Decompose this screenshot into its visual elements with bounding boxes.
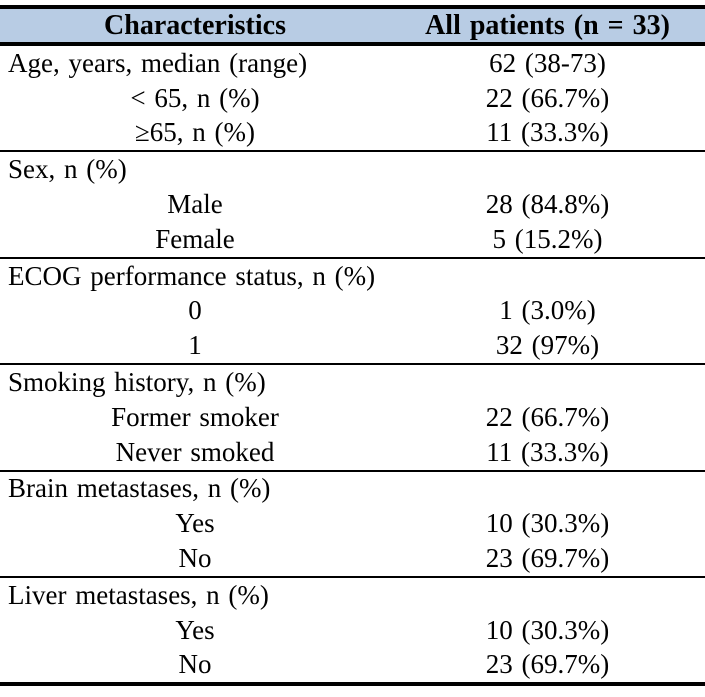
row-label: Never smoked — [115, 436, 275, 467]
row-value: 10 (30.3%) — [485, 508, 610, 539]
row-label: 0 — [188, 295, 202, 326]
header-all-patients: All patients (n = 33) — [425, 9, 670, 41]
table-section: ECOG performance status, n (%) 0 1 (3.0%… — [0, 259, 705, 366]
table-row: Sex, n (%) — [0, 152, 705, 187]
table-row: Age, years, median (range) 62 (38-73) — [0, 46, 705, 81]
row-value: 32 (97%) — [495, 330, 600, 361]
header-characteristics: Characteristics — [104, 9, 286, 41]
table-section: Age, years, median (range) 62 (38-73) < … — [0, 46, 705, 153]
table-row: Female 5 (15.2%) — [0, 222, 705, 257]
row-value: 23 (69.7%) — [485, 649, 610, 680]
row-label: Brain metastases, n (%) — [8, 473, 271, 504]
table-row: 1 32 (97%) — [0, 328, 705, 363]
table-row: Liver metastases, n (%) — [0, 578, 705, 613]
row-label: Yes — [175, 508, 215, 539]
table-row: Smoking history, n (%) — [0, 365, 705, 400]
table-section: Liver metastases, n (%) Yes 10 (30.3%) N… — [0, 578, 705, 687]
row-value: 1 (3.0%) — [499, 295, 596, 326]
table-row: ECOG performance status, n (%) — [0, 259, 705, 294]
row-label: < 65, n (%) — [130, 82, 260, 113]
row-label: No — [178, 649, 212, 680]
row-value: 28 (84.8%) — [485, 189, 610, 220]
table-row: Yes 10 (30.3%) — [0, 506, 705, 541]
row-label: No — [178, 543, 212, 574]
row-value: 10 (30.3%) — [485, 614, 610, 645]
table-row: No 23 (69.7%) — [0, 648, 705, 683]
row-label: ≥65, n (%) — [134, 117, 256, 148]
row-value: 23 (69.7%) — [485, 543, 610, 574]
table-section: Brain metastases, n (%) Yes 10 (30.3%) N… — [0, 472, 705, 578]
table-body: Age, years, median (range) 62 (38-73) < … — [0, 46, 705, 687]
table-row: 0 1 (3.0%) — [0, 294, 705, 329]
table-row: Never smoked 11 (33.3%) — [0, 435, 705, 470]
row-label: Smoking history, n (%) — [8, 367, 266, 398]
table-header-row: Characteristics All patients (n = 33) — [0, 5, 705, 46]
row-value: 11 (33.3%) — [486, 436, 609, 467]
table-row: Former smoker 22 (66.7%) — [0, 400, 705, 435]
table-section: Smoking history, n (%) Former smoker 22 … — [0, 365, 705, 472]
table-row: No 23 (69.7%) — [0, 541, 705, 576]
table-row: Brain metastases, n (%) — [0, 472, 705, 507]
row-value: 11 (33.3%) — [486, 117, 609, 148]
row-label: Liver metastases, n (%) — [8, 579, 269, 610]
patient-characteristics-table: Characteristics All patients (n = 33) Ag… — [0, 5, 705, 687]
row-label: Yes — [175, 614, 215, 645]
table-row: < 65, n (%) 22 (66.7%) — [0, 81, 705, 116]
table-row: Male 28 (84.8%) — [0, 187, 705, 222]
table-row: ≥65, n (%) 11 (33.3%) — [0, 116, 705, 151]
row-value: 62 (38-73) — [489, 47, 606, 78]
table-row: Yes 10 (30.3%) — [0, 613, 705, 648]
row-value: 22 (66.7%) — [485, 401, 610, 432]
table-section: Sex, n (%) Male 28 (84.8%) Female 5 (15.… — [0, 152, 705, 259]
row-label: Former smoker — [111, 401, 279, 432]
row-label: Age, years, median (range) — [8, 47, 308, 78]
row-value: 22 (66.7%) — [485, 82, 610, 113]
row-value: 5 (15.2%) — [492, 223, 603, 254]
row-label: Male — [167, 189, 223, 220]
row-label: Female — [155, 223, 235, 254]
row-label: Sex, n (%) — [8, 154, 127, 185]
row-label: ECOG performance status, n (%) — [8, 260, 376, 291]
row-label: 1 — [188, 330, 202, 361]
